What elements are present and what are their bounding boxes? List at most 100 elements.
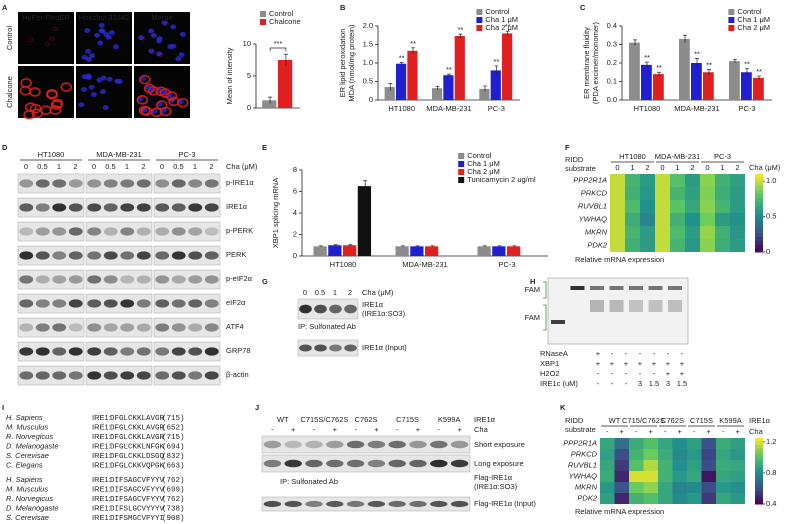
er-signal xyxy=(28,38,33,42)
heat-cell xyxy=(701,482,716,493)
column-label: + xyxy=(649,427,654,436)
significance: ** xyxy=(694,49,700,58)
y-tick-label: 0.5 xyxy=(363,76,373,85)
legend-label: Cha 1 μM xyxy=(737,15,770,24)
colorbar-step xyxy=(755,461,763,465)
colorbar-step xyxy=(755,451,763,455)
heat-cell xyxy=(614,482,629,493)
species: C. Elegans xyxy=(6,460,43,469)
sequence: DFGLCKKLAVGR xyxy=(110,415,165,423)
error-bar xyxy=(400,245,405,247)
panel-letter: C xyxy=(580,3,586,12)
blot-band xyxy=(68,371,83,380)
blot xyxy=(85,269,153,290)
condition: - xyxy=(625,369,628,378)
bar xyxy=(313,246,327,256)
condition: - xyxy=(625,349,628,358)
colorbar-step xyxy=(755,490,763,495)
blot-band xyxy=(52,299,67,308)
bar xyxy=(753,77,764,100)
unit-label: Cha (μM) xyxy=(749,163,781,172)
column-label: - xyxy=(635,427,638,436)
heat-cell xyxy=(685,187,700,200)
er-signal xyxy=(140,106,153,116)
group-label: C715/C762S xyxy=(622,416,665,425)
blot-band xyxy=(19,371,34,380)
heat-cell xyxy=(700,213,715,226)
lane-label: - xyxy=(354,425,357,434)
colorbar-step xyxy=(755,438,763,442)
blot-band xyxy=(52,227,67,236)
colorbar-tick-label: 0.4 xyxy=(766,499,776,508)
x-tick-label: PC-3 xyxy=(738,104,755,113)
heat-cell xyxy=(672,460,687,471)
condition: - xyxy=(597,379,600,388)
nucleus xyxy=(114,78,121,84)
blot-label: (IRE1α:SO3) xyxy=(362,309,406,318)
nucleus xyxy=(156,51,163,57)
heat-cell xyxy=(716,482,731,493)
blot-band xyxy=(450,459,469,468)
heat-cell xyxy=(614,438,629,449)
lane-label: 1 xyxy=(333,288,337,297)
legend-label: Cha 2 μM xyxy=(467,167,500,176)
colorbar-step xyxy=(755,487,763,492)
blot-band xyxy=(188,323,203,332)
blot-band xyxy=(87,275,102,284)
x-tick-label: MDA-MB-231 xyxy=(402,260,447,269)
blot xyxy=(17,245,85,266)
group-label: C715S xyxy=(396,415,419,424)
row-label: YWHAQ xyxy=(569,471,598,480)
panel-letter: A xyxy=(2,3,8,12)
error-bar xyxy=(318,245,323,247)
heat-cell xyxy=(655,226,670,239)
nucleus xyxy=(108,30,115,36)
significance: ** xyxy=(644,53,650,62)
er-signal xyxy=(160,106,172,117)
y-axis-label: (PDA excimer/monomer) xyxy=(591,21,600,104)
row-label: PPP2R1A xyxy=(563,438,597,447)
legend-label: Chalcone xyxy=(269,17,301,26)
lane-label: 0 xyxy=(24,162,28,171)
blot-band xyxy=(430,500,448,508)
blot xyxy=(17,293,85,314)
bar xyxy=(629,42,640,100)
colorbar-step xyxy=(755,174,763,179)
colorbar-step xyxy=(755,177,763,183)
lane-label: + xyxy=(333,425,338,434)
blot-band xyxy=(136,179,151,188)
blot-band xyxy=(299,344,312,352)
protein: IRE1: xyxy=(92,484,111,493)
legend-swatch xyxy=(458,153,465,159)
panel-letter: B xyxy=(340,3,346,12)
blot-band xyxy=(103,203,118,212)
ip-label: IP: Sulfonated Ab xyxy=(280,477,338,486)
sequence: DIFSAGCVFYYV xyxy=(110,486,165,494)
gel-band xyxy=(570,286,585,290)
blot-band xyxy=(103,179,118,188)
column-label: HyPer-RedER xyxy=(22,13,70,22)
bar xyxy=(729,61,740,100)
blot-band xyxy=(103,299,118,308)
heat-cell xyxy=(658,471,673,482)
blot-band xyxy=(171,251,186,260)
heat-cell xyxy=(658,482,673,493)
condition: + xyxy=(680,369,685,378)
heat-cell xyxy=(715,213,730,226)
heat-cell xyxy=(730,449,745,460)
significance: ** xyxy=(505,22,511,31)
row-title: RIDD xyxy=(565,155,584,164)
condition: + xyxy=(652,359,657,368)
gel-band xyxy=(590,286,604,290)
blot xyxy=(261,454,471,473)
er-signal xyxy=(176,97,189,108)
lane-label: - xyxy=(313,425,316,434)
blot xyxy=(153,293,221,314)
bar xyxy=(703,72,714,100)
blot-band xyxy=(188,371,203,380)
unit-label: Cha (μM) xyxy=(362,288,394,297)
row-label: RNaseA xyxy=(540,349,568,358)
column-label: - xyxy=(693,427,696,436)
heat-cell xyxy=(715,187,730,200)
